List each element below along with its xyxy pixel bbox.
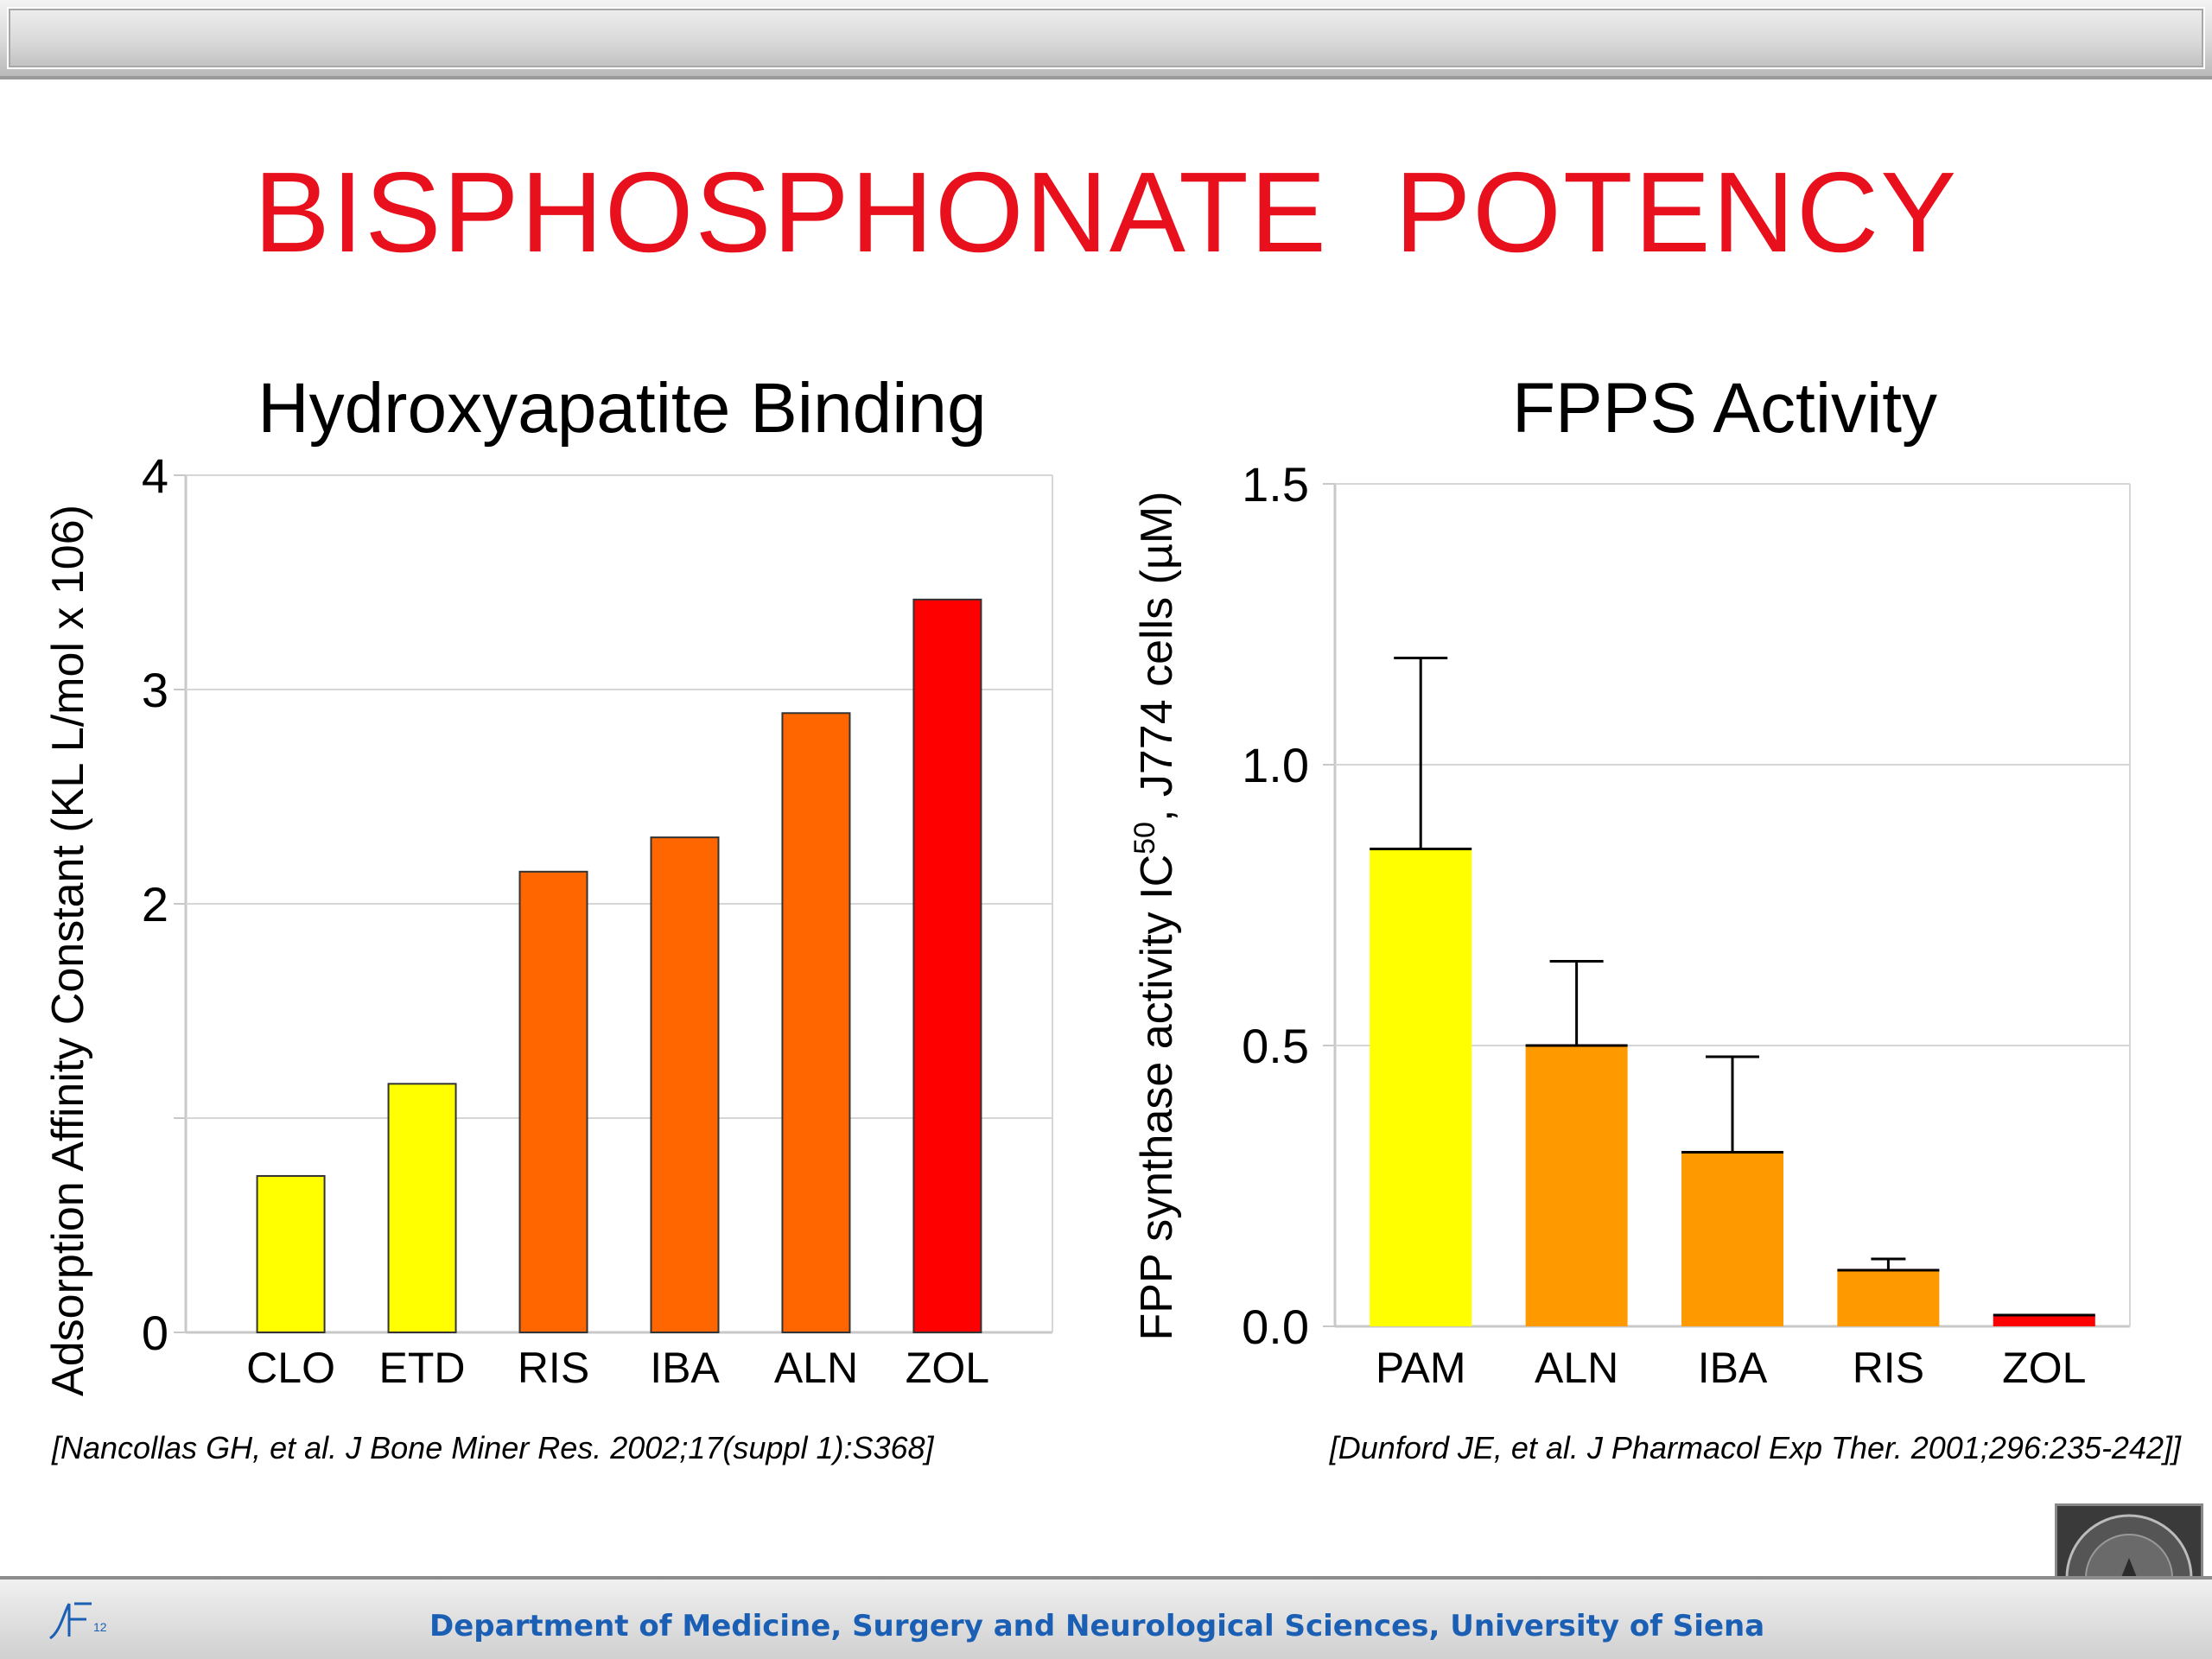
citation-left: [Nancollas GH, et al. J Bone Miner Res. … — [52, 1430, 934, 1465]
department-footer: Department of Medicine, Surgery and Neur… — [429, 1609, 1765, 1643]
bar-iba — [1681, 1152, 1783, 1326]
bar-zol — [912, 598, 982, 1333]
bar-clo — [256, 1174, 326, 1334]
hydroxyapatite-chart: Hydroxyapatite Binding 0 2 3 4 CLO ETD RIS IBA… — [43, 369, 1053, 1396]
bar-iba — [650, 836, 720, 1333]
chart-title: FPPS Activity — [1512, 369, 1937, 448]
y-tick-label: 3 — [142, 663, 168, 717]
x-tick-label: IBA — [1698, 1344, 1768, 1392]
bar-ris — [1837, 1270, 1940, 1326]
bar-etd — [387, 1083, 457, 1333]
x-tick-label: CLO — [246, 1344, 335, 1392]
y-axis-title-main: FPP synthase activity IC — [1132, 855, 1182, 1341]
bar-zol — [1993, 1315, 2095, 1326]
x-tick-label: ETD — [379, 1344, 466, 1392]
x-tick-label: ALN — [1535, 1344, 1618, 1392]
x-tick-label: ALN — [774, 1344, 858, 1392]
citation-right: [Dunford JE, et al. J Pharmacol Exp Ther… — [1329, 1430, 2181, 1465]
y-tick-label: 2 — [142, 877, 168, 931]
bar-pam — [1370, 849, 1472, 1326]
chart-title: Hydroxyapatite Binding — [257, 369, 986, 448]
y-tick-label: 1.5 — [1242, 457, 1309, 512]
y-axis-title-sup: 50 — [1128, 822, 1161, 855]
bar-aln — [1525, 1046, 1628, 1326]
y-axis-title: Adsorption Affinity Constant (KL L/mol x… — [43, 505, 93, 1396]
x-tick-label: RIS — [1853, 1344, 1924, 1392]
x-tick-label: ZOL — [2002, 1344, 2086, 1392]
y-tick-label: 0 — [142, 1306, 168, 1360]
y-tick-label: 0.5 — [1242, 1019, 1309, 1073]
top-banner — [0, 0, 2212, 79]
x-tick-label: PAM — [1376, 1344, 1466, 1392]
bar-ris — [518, 870, 588, 1333]
fpps-activity-chart: FPPS Activity 0.0 0.5 1.0 1.5 PAM ALN IBA RIS Z… — [1128, 369, 2131, 1392]
bar-aln — [781, 712, 851, 1333]
y-axis-title: FPP synthase activity IC50, J774 cells (… — [1128, 492, 1182, 1341]
slide-title: BISPHOSPHONATE POTENCY — [253, 149, 1959, 276]
logo-icon: 12 — [43, 1597, 112, 1649]
x-tick-label: RIS — [518, 1344, 589, 1392]
y-tick-label: 4 — [142, 448, 168, 503]
y-tick-label: 0.0 — [1242, 1300, 1309, 1354]
y-tick-label: 1.0 — [1242, 738, 1309, 792]
x-tick-label: ZOL — [906, 1344, 989, 1392]
footer-bar: 12 Department of Medicine, Surgery and N… — [0, 1576, 2212, 1659]
x-tick-label: IBA — [650, 1344, 720, 1392]
page-number: 12 — [93, 1620, 107, 1634]
y-axis-title-rest: , J774 cells (µM) — [1132, 492, 1182, 822]
